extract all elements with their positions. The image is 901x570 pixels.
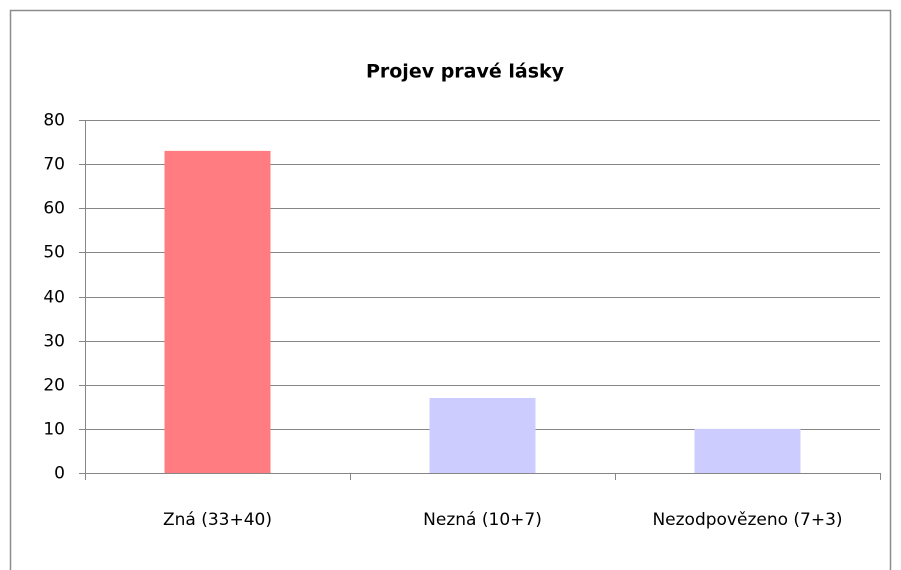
y-tick-label: 10 <box>43 420 65 440</box>
y-tick-label: 20 <box>43 376 65 396</box>
y-tick-label: 70 <box>43 155 65 175</box>
y-tick-label: 30 <box>43 332 65 352</box>
bar <box>694 428 801 473</box>
y-tick-label: 40 <box>43 288 65 308</box>
bar <box>429 397 536 473</box>
x-tick-label: Nezodpovězeno (7+3) <box>652 510 842 530</box>
x-tick-label: Zná (33+40) <box>163 510 272 530</box>
y-tick-label: 50 <box>43 243 65 263</box>
x-tick-label: Nezná (10+7) <box>423 510 542 530</box>
y-tick-label: 60 <box>43 199 65 219</box>
bar <box>164 150 271 473</box>
y-tick-label: 80 <box>43 111 65 131</box>
chart-title: Projev pravé lásky <box>366 61 565 83</box>
y-tick-label: 0 <box>54 464 65 484</box>
chart-frame <box>9 9 892 570</box>
